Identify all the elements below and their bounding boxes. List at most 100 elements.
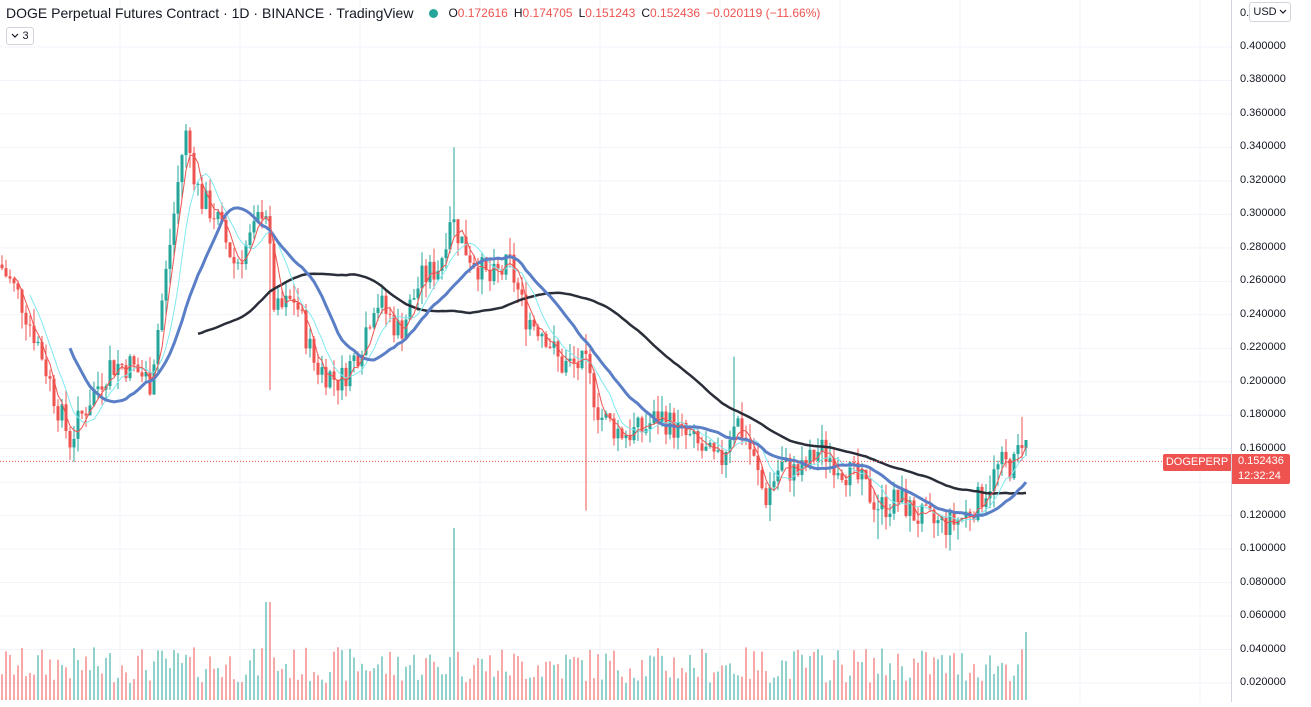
volume-bar xyxy=(317,675,319,700)
candle-body xyxy=(248,232,252,246)
candle-body xyxy=(712,442,716,452)
candle-body xyxy=(688,434,692,436)
candle-body xyxy=(332,371,336,380)
candle-body xyxy=(68,431,72,448)
candle-body xyxy=(528,319,532,330)
candle-body xyxy=(792,464,796,481)
volume-bar xyxy=(45,674,47,700)
volume-bar xyxy=(473,665,475,700)
candle-body xyxy=(16,283,20,290)
candle-body xyxy=(140,372,144,377)
volume-bar xyxy=(385,673,387,700)
volume-bar xyxy=(233,679,235,700)
volume-bar xyxy=(585,680,587,700)
volume-bar xyxy=(777,676,779,700)
volume-bar xyxy=(653,656,655,700)
volume-bar xyxy=(125,672,127,700)
candle-body xyxy=(412,298,416,300)
candle-body xyxy=(8,276,12,279)
candle-body xyxy=(468,255,472,263)
volume-bar xyxy=(801,654,803,700)
candle-body xyxy=(872,502,876,510)
candle-body xyxy=(700,443,704,451)
volume-bar xyxy=(221,677,223,700)
volume-bar xyxy=(657,648,659,700)
price-tick-label: 0.200000 xyxy=(1240,374,1286,387)
volume-bar xyxy=(265,602,267,700)
candle-body xyxy=(444,249,448,259)
candle-body xyxy=(392,314,396,336)
volume-bar xyxy=(177,653,179,700)
candle-body xyxy=(24,312,28,325)
candle-body xyxy=(404,319,408,339)
candle-body xyxy=(496,263,500,270)
volume-bar xyxy=(205,668,207,700)
candle-body xyxy=(624,435,628,439)
market-status-icon[interactable] xyxy=(429,8,439,18)
candle-body xyxy=(812,449,816,461)
volume-bar xyxy=(269,602,271,700)
chart-pane[interactable] xyxy=(0,0,1231,702)
candle-body xyxy=(252,221,256,233)
price-tick-label: 0.040000 xyxy=(1240,642,1286,655)
candle-body xyxy=(668,412,672,435)
volume-bar xyxy=(481,659,483,700)
candle-body xyxy=(616,428,620,439)
candle-body xyxy=(944,517,948,535)
candle-body xyxy=(192,152,196,185)
volume-bar xyxy=(809,655,811,700)
candle-body xyxy=(48,376,52,379)
volume-bar xyxy=(629,668,631,700)
indicators-collapse-button[interactable]: 3 xyxy=(6,27,34,45)
volume-bar xyxy=(781,660,783,700)
candle-body xyxy=(1008,459,1012,479)
price-axis[interactable]: 0.400000 0.380000 0.360000 0.340000 0.320000… xyxy=(1231,0,1311,702)
volume-bar xyxy=(185,654,187,700)
currency-label: USD xyxy=(1253,6,1277,18)
price-tick-label: 0.180000 xyxy=(1240,408,1286,421)
volume-bar xyxy=(201,682,203,700)
ma-fast-line xyxy=(13,154,1027,525)
volume-bar xyxy=(649,655,651,700)
candle-body xyxy=(992,469,996,492)
candle-body xyxy=(180,155,184,183)
candle-body xyxy=(464,236,468,256)
volume-bar xyxy=(533,677,535,700)
volume-bar xyxy=(881,648,883,700)
volume-bar xyxy=(413,654,415,700)
candle-body xyxy=(420,265,424,289)
volume-bar xyxy=(549,661,551,700)
volume-bar xyxy=(709,682,711,700)
candle-body xyxy=(748,440,752,450)
candle-body xyxy=(352,355,356,362)
volume-bar xyxy=(953,653,955,700)
volume-bar xyxy=(761,651,763,700)
candle-body xyxy=(280,298,284,308)
candle-body xyxy=(200,183,204,209)
candle-body xyxy=(288,295,292,299)
candle-body xyxy=(904,488,908,516)
last-price-value: 0.152436 xyxy=(1238,455,1284,467)
volume-bar xyxy=(685,672,687,700)
candle-body xyxy=(596,407,600,420)
candle-body xyxy=(836,473,840,476)
candle-body xyxy=(940,517,944,521)
candle-body xyxy=(908,500,912,516)
candle-body xyxy=(516,282,520,290)
volume-bar xyxy=(789,678,791,700)
volume-bar xyxy=(1021,649,1023,700)
volume-bar xyxy=(677,678,679,700)
candle-body xyxy=(896,489,900,503)
candle-body xyxy=(780,461,784,471)
candle-body xyxy=(824,439,828,462)
price-chart[interactable] xyxy=(0,0,1231,702)
currency-selector[interactable]: USD xyxy=(1249,2,1291,22)
candle-body xyxy=(724,451,728,466)
volume-bar xyxy=(1005,664,1007,700)
candle-body xyxy=(432,261,436,280)
candle-body xyxy=(208,190,212,219)
candle-body xyxy=(520,289,524,295)
volume-bar xyxy=(421,674,423,700)
volume-bar xyxy=(589,649,591,700)
candle-body xyxy=(592,373,596,408)
